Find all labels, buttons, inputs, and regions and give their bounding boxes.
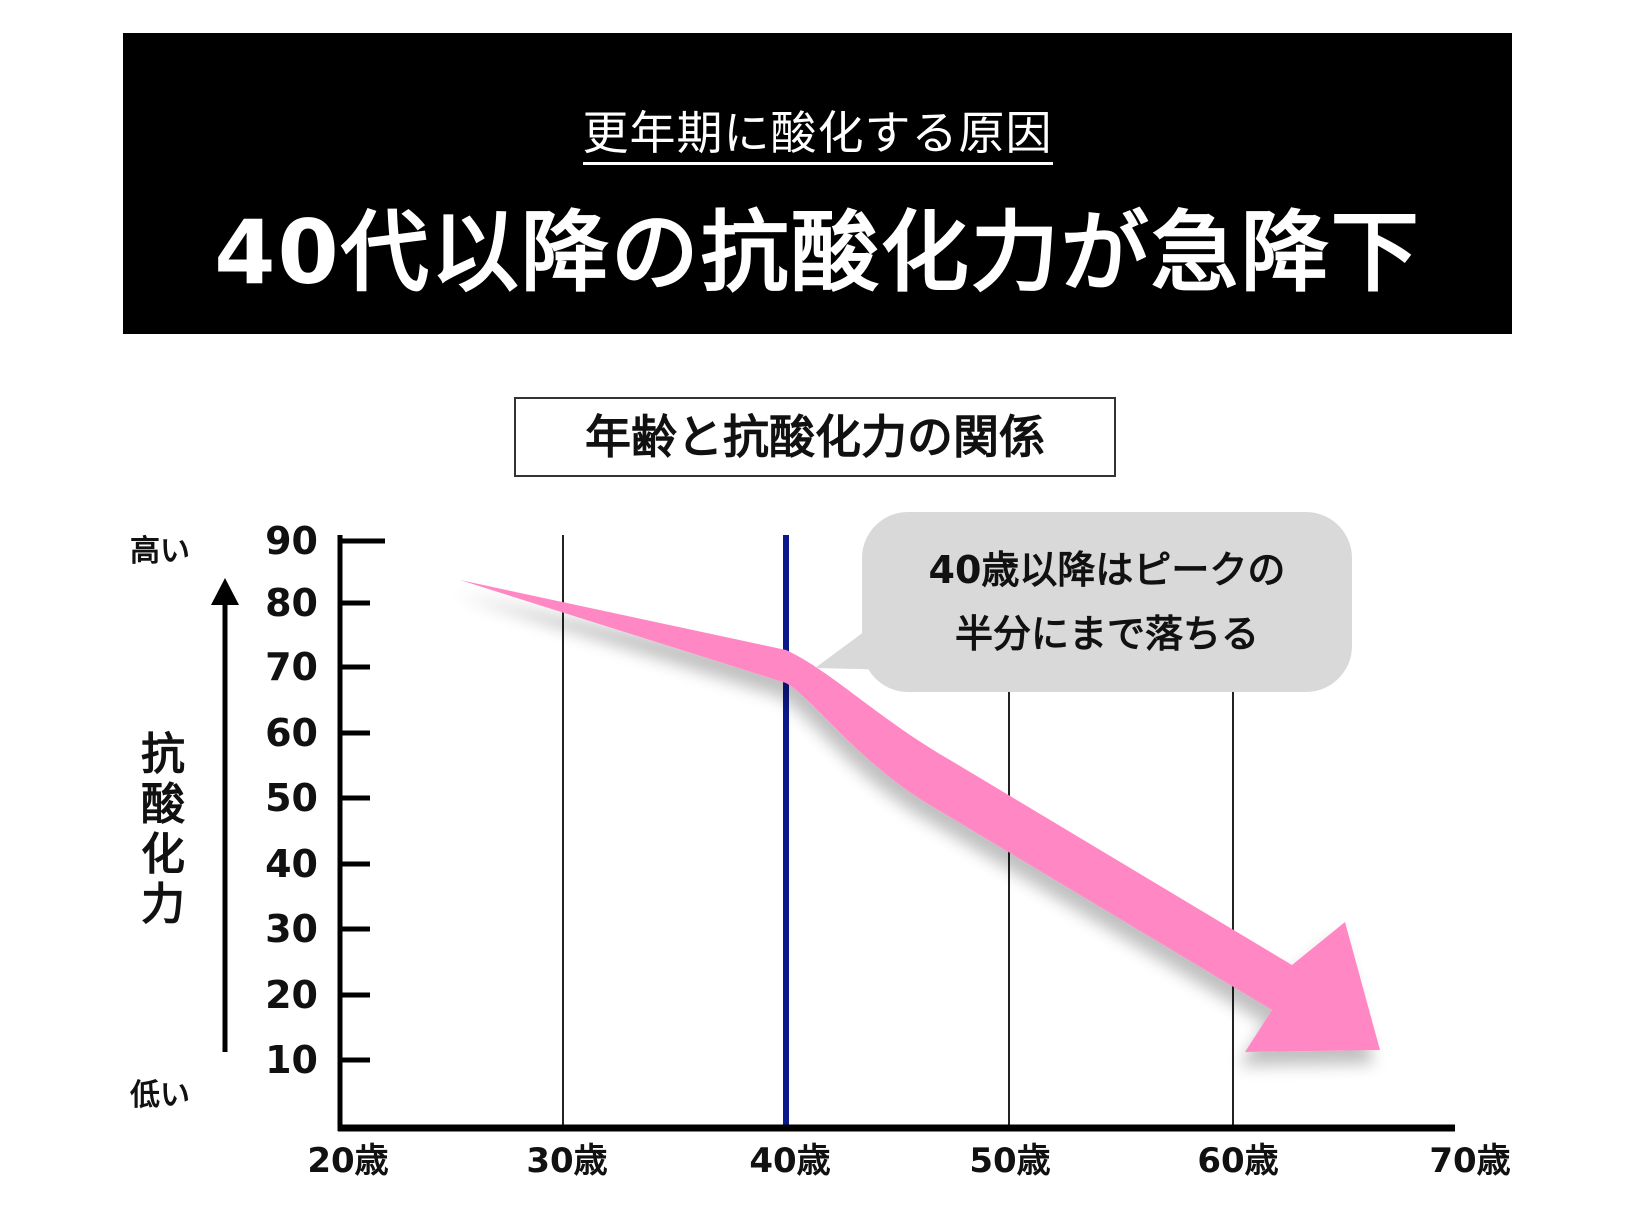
y-tick-label: 40	[265, 842, 318, 886]
y-axis-title: 抗酸化力	[141, 729, 185, 930]
y-tick-label: 20	[265, 973, 318, 1017]
x-tick-label: 70歳	[1429, 1141, 1511, 1181]
y-tick-label: 60	[265, 711, 318, 755]
arrow-up-icon	[211, 578, 239, 1052]
x-tick-label: 40歳	[749, 1141, 831, 1181]
x-tick-label: 50歳	[969, 1141, 1051, 1181]
y-tick-label: 80	[265, 581, 318, 625]
y-tick-label: 30	[265, 907, 318, 951]
x-tick-label: 30歳	[526, 1141, 608, 1181]
callout-line-2: 半分にまで落ちる	[954, 612, 1259, 656]
callout-line-1: 40歳以降はピークの	[928, 548, 1286, 592]
chart-title: 年齢と抗酸化力の関係	[514, 397, 1116, 477]
y-high-label: 高い	[130, 534, 190, 569]
y-tick-label: 70	[265, 645, 318, 689]
y-ticks	[340, 538, 385, 1063]
x-tick-label: 20歳	[307, 1141, 389, 1181]
y-tick-label: 90	[265, 519, 318, 563]
y-tick-label: 10	[265, 1038, 318, 1082]
trend-arrow-icon	[460, 580, 1380, 1052]
callout-bubble: 40歳以降はピークの 半分にまで落ちる	[862, 512, 1352, 692]
y-tick-label: 50	[265, 776, 318, 820]
banner-subtitle: 更年期に酸化する原因	[123, 105, 1512, 165]
header-banner: 更年期に酸化する原因 40代以降の抗酸化力が急降下	[123, 33, 1512, 334]
banner-title: 40代以降の抗酸化力が急降下	[214, 201, 1421, 304]
y-low-label: 低い	[130, 1078, 190, 1113]
x-tick-label: 60歳	[1197, 1141, 1279, 1181]
